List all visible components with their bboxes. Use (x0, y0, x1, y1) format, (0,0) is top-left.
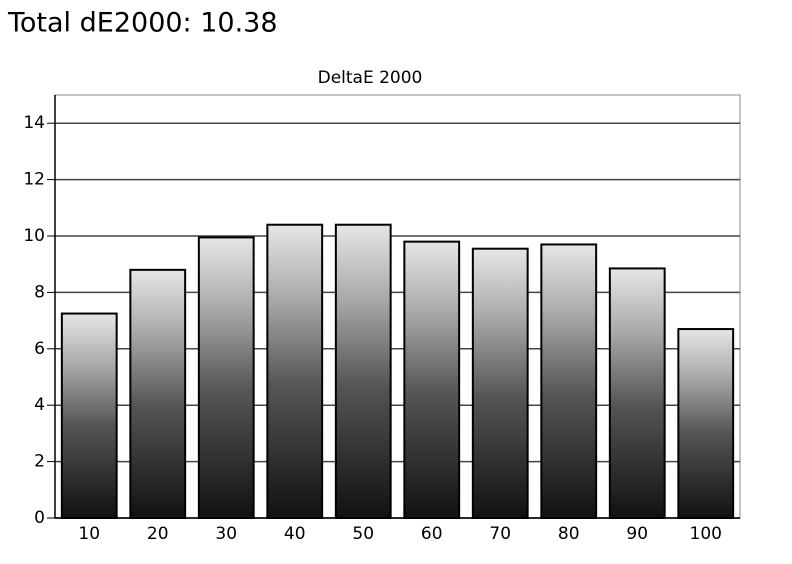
bar (129, 268, 187, 519)
x-tick-label: 60 (421, 524, 443, 544)
x-tick-label: 80 (558, 524, 580, 544)
bar (677, 328, 735, 519)
bar (334, 223, 392, 519)
chart-title: DeltaE 2000 (318, 68, 423, 88)
x-tick-label: 10 (78, 524, 100, 544)
bar (540, 243, 598, 520)
x-tick-label: 90 (626, 524, 648, 544)
y-tick-label: 6 (34, 339, 45, 359)
bar (608, 267, 666, 519)
bar (403, 240, 461, 519)
y-tick-label: 4 (34, 395, 45, 415)
y-tick-label: 0 (34, 508, 45, 528)
y-tick-label: 14 (23, 113, 45, 133)
bar (471, 247, 529, 519)
x-tick-label: 40 (284, 524, 306, 544)
y-tick-label: 2 (34, 452, 45, 472)
x-tick-label: 20 (147, 524, 169, 544)
bar (266, 223, 324, 519)
x-tick-label: 70 (489, 524, 511, 544)
y-tick-label: 10 (23, 226, 45, 246)
bar (197, 236, 255, 519)
page-heading: Total dE2000: 10.38 (7, 8, 278, 39)
y-tick-label: 8 (34, 282, 45, 302)
bar (60, 312, 118, 519)
x-tick-label: 50 (352, 524, 374, 544)
x-tick-label: 30 (215, 524, 237, 544)
x-tick-label: 100 (690, 524, 722, 544)
y-tick-label: 12 (23, 170, 45, 190)
